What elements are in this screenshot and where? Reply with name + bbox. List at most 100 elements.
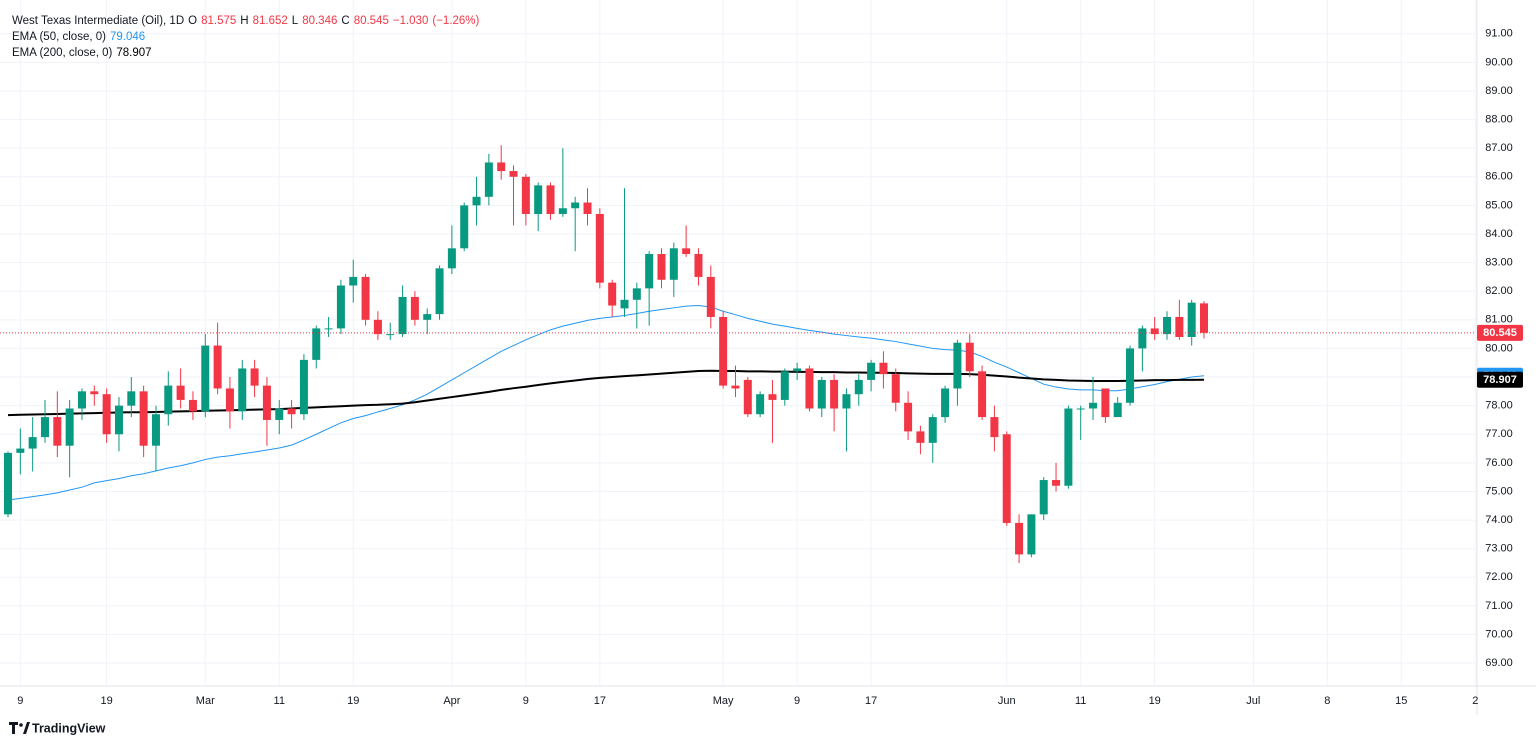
- candle-body: [336, 285, 345, 329]
- ohlc-field: O 81.575: [188, 15, 240, 27]
- candle-body: [373, 319, 382, 335]
- x-tick-label: 9: [794, 695, 800, 707]
- candle-body: [151, 414, 160, 446]
- ohlc-label: C: [341, 15, 350, 27]
- x-tick-label: Apr: [443, 695, 460, 707]
- candle-body: [1163, 316, 1172, 335]
- candle-body: [1039, 480, 1048, 515]
- x-tick-label: 11: [1075, 695, 1086, 707]
- candle-body: [472, 196, 481, 206]
- candle-body: [460, 205, 469, 249]
- ohlc-label: H: [240, 15, 249, 27]
- candle-body: [1175, 316, 1184, 337]
- candle-body: [904, 402, 913, 432]
- x-tick-label: 2: [1472, 695, 1478, 707]
- y-tick-label: 76.00: [1485, 457, 1513, 469]
- candle-body: [1101, 388, 1110, 418]
- y-tick-label: 80.00: [1485, 342, 1513, 354]
- logo-icon: [19, 723, 23, 727]
- candle-body: [4, 452, 12, 515]
- candle-body: [719, 316, 728, 386]
- candle-body: [571, 202, 580, 209]
- x-tick-label: 8: [1324, 695, 1330, 707]
- y-tick-label: 73.00: [1485, 543, 1513, 555]
- candle-body: [879, 362, 888, 375]
- y-tick-label: 70.00: [1485, 628, 1513, 640]
- candle-body: [410, 296, 419, 320]
- candle-body: [583, 202, 592, 214]
- candle-body: [756, 394, 765, 415]
- candle-body: [250, 368, 259, 386]
- candle-body: [953, 342, 962, 389]
- candle-body: [830, 379, 839, 409]
- y-tick-label: 90.00: [1485, 56, 1513, 68]
- y-tick-label: 87.00: [1485, 142, 1513, 154]
- candle-body: [1002, 434, 1011, 523]
- y-tick-label: 86.00: [1485, 171, 1513, 183]
- x-tick-label: 17: [594, 695, 606, 707]
- price-tag-label: 80.545: [1483, 327, 1517, 339]
- candle-body: [1187, 302, 1196, 337]
- candle-body: [768, 394, 777, 400]
- change: −1.030: [392, 15, 429, 27]
- indicator-row[interactable]: EMA (50, close, 0) 79.046: [12, 29, 483, 45]
- candle-body: [361, 276, 370, 320]
- candle-body: [1064, 408, 1073, 486]
- x-tick-label: 9: [523, 695, 529, 707]
- candle-body: [1015, 522, 1024, 555]
- candle-body: [928, 417, 937, 443]
- x-tick-label: 15: [1395, 695, 1407, 707]
- candle-body: [509, 171, 518, 177]
- price-tag-label: 78.907: [1483, 374, 1517, 386]
- candle-body: [435, 268, 444, 315]
- candle-body: [743, 379, 752, 415]
- candle-body: [386, 334, 395, 336]
- y-tick-label: 89.00: [1485, 85, 1513, 97]
- legend: West Texas Intermediate (Oil), 1D O 81.575…: [12, 13, 483, 61]
- candle-body: [558, 208, 567, 214]
- candle-body: [176, 385, 185, 400]
- indicator-row[interactable]: EMA (200, close, 0) 78.907: [12, 45, 483, 61]
- candle-body: [53, 417, 62, 446]
- candle-body: [694, 254, 703, 277]
- y-tick-label: 75.00: [1485, 485, 1513, 497]
- y-tick-label: 82.00: [1485, 285, 1513, 297]
- candle-body: [793, 368, 802, 372]
- x-tick-label: 19: [347, 695, 359, 707]
- candle-body: [534, 185, 543, 214]
- candle-body: [40, 417, 49, 438]
- candle-body: [324, 328, 333, 330]
- y-tick-label: 72.00: [1485, 571, 1513, 583]
- y-tick-label: 83.00: [1485, 257, 1513, 269]
- candle-body: [916, 431, 925, 443]
- candle-body: [349, 276, 358, 286]
- candle-body: [90, 391, 99, 395]
- candle-body: [102, 394, 111, 435]
- axes: 69.00 70.00 71.00 72.00 73.00 74.00 75.00 76.00…: [17, 28, 1523, 707]
- candle-body: [423, 314, 432, 320]
- candle-body: [521, 176, 530, 214]
- candle-body: [1126, 348, 1135, 403]
- candle-body: [1089, 402, 1098, 409]
- x-tick-label: 11: [274, 695, 285, 707]
- candle-body: [706, 276, 715, 317]
- candle-body: [941, 388, 950, 418]
- candle-body: [817, 379, 826, 409]
- price-tag: [1477, 371, 1523, 388]
- symbol-name: West Texas Intermediate (Oil), 1D: [12, 15, 185, 27]
- x-tick-label: 9: [17, 695, 23, 707]
- candle-body: [398, 296, 407, 335]
- candle-body: [1138, 328, 1147, 349]
- y-tick-label: 81.00: [1485, 314, 1513, 326]
- candle-body: [238, 368, 247, 412]
- ema-line: [7, 305, 1205, 501]
- y-tick-label: 77.00: [1485, 428, 1513, 440]
- x-tick-label: Jun: [998, 695, 1016, 707]
- y-tick-label: 69.00: [1485, 657, 1513, 669]
- x-tick-label: 17: [865, 695, 877, 707]
- candle-body: [1052, 480, 1061, 486]
- candle-body: [77, 391, 86, 409]
- candle-body: [1076, 408, 1085, 410]
- candle-body: [990, 417, 999, 438]
- candle-body: [805, 368, 814, 409]
